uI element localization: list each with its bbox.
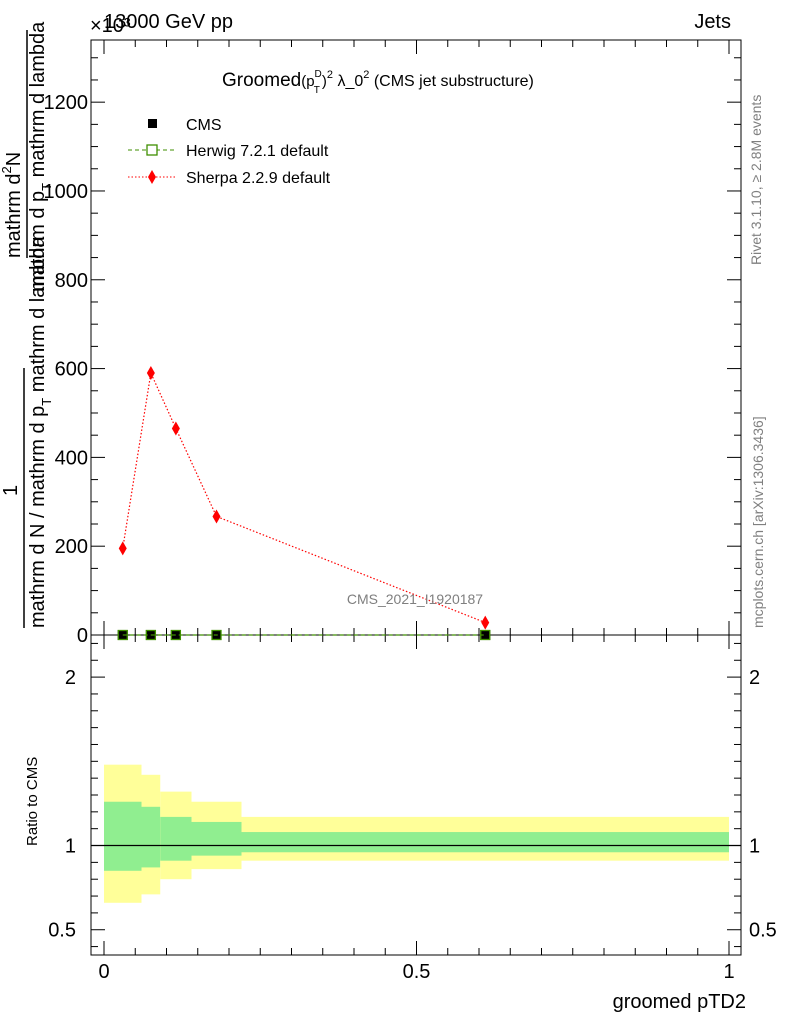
plot-title-sub-t: T [314,85,320,96]
x-ticks: 0 0.5 1 [98,40,735,983]
plot-title-p: (p [301,73,314,90]
header-jets: Jets [694,11,731,33]
y-label-top-numerator: mathrm d2N [0,152,25,258]
legend-herwig-label: Herwig 7.2.1 default [186,143,329,160]
cms-data-point [480,630,491,640]
legend-sherpa-marker [148,170,156,184]
rivet-version-label: Rivet 3.1.10, ≥ 2.8M events [748,95,764,265]
ratio-y-axis-label: Ratio to CMS [24,757,41,846]
sherpa-data-point [146,366,155,381]
legend-cms-marker [148,119,157,128]
ratio-y-tick-label-left: 0.5 [48,920,76,942]
plot-title-lead: Groomed [222,70,301,91]
plot-title-tail: (CMS jet substructure) [369,73,533,90]
mcplots-reference-label: mcplots.cern.ch [arXiv:1306.3436] [750,416,766,628]
analysis-watermark: CMS_2021_I1920187 [347,591,483,607]
herwig-data-point [480,629,491,641]
herwig-data-point [211,629,222,641]
plot-title: Groomed(pD T)2 λ_02 (CMS jet substructure… [222,69,534,96]
main-y-tick-label: 400 [55,447,88,469]
ratio-bands [104,764,729,903]
ratio-y-ticks: 0.5 0.5 1 1 2 2 [48,642,777,948]
sherpa-data-point [212,509,221,524]
plot-title-sup-d: D [315,69,322,80]
ratio-y-tick-label-left: 2 [65,667,76,689]
main-y-tick-label: 0 [77,625,88,647]
legend-sherpa-label: Sherpa 2.2.9 default [186,170,331,187]
y-label-top-denominator: mathrm d pT mathrm d lambda [27,21,54,292]
main-y-ticks: 0 200 400 600 800 1000 1200 [44,57,741,647]
legend-herwig-marker [146,144,158,156]
x-tick-label: 0.5 [403,961,431,983]
x-tick-label: 0 [98,961,109,983]
ratio-band-inner-1 [141,806,161,868]
header-collision: 13000 GeV pp [104,11,233,33]
x-axis-label: groomed pTD2 [613,991,746,1013]
sherpa-data-point [481,615,490,630]
y-label-bottom-denominator: mathrm d N / mathrm d pT mathrm d lambda [27,236,54,628]
plot-title-close: ) [322,73,327,90]
legend-cms-label: CMS [186,117,222,134]
herwig-data-point [117,629,128,641]
main-y-tick-label: 1000 [44,181,89,203]
ratio-y-tick-label-right: 1 [749,836,760,858]
ratio-band-inner-4 [241,832,729,853]
herwig-data-point [145,629,157,641]
header-exponent: ×10³ [90,15,131,37]
herwig-data-point [170,629,182,641]
sherpa-data-point [118,541,127,556]
ratio-y-tick-label-right: 0.5 [749,920,777,942]
cms-data-point [170,630,181,640]
plot-title-sq: 2 [327,69,333,81]
ratio-band-inner-3 [191,821,242,856]
sherpa-data-point [171,421,180,436]
main-y-axis-label: mathrm d2N mathrm d pT mathrm d lambda 1… [0,21,54,628]
main-y-tick-label: 200 [55,536,88,558]
ratio-band-inner-2 [160,816,192,861]
ratio-band-inner-0 [104,801,142,871]
series-line-2 [122,370,486,624]
y-label-one: 1 [0,485,22,496]
main-y-tick-label: 1200 [44,92,89,114]
ratio-y-tick-label-right: 2 [749,667,760,689]
plot-title-lambda: λ_0 [333,73,363,90]
plot-title-sq2: 2 [363,69,369,81]
ratio-y-tick-label-left: 1 [65,836,76,858]
x-tick-label: 1 [723,961,734,983]
main-y-tick-label: 600 [55,359,88,381]
main-y-tick-label: 800 [55,270,88,292]
legend: CMS Herwig 7.2.1 default Sherpa 2.2.9 de… [128,117,331,187]
series-layer [117,366,491,641]
